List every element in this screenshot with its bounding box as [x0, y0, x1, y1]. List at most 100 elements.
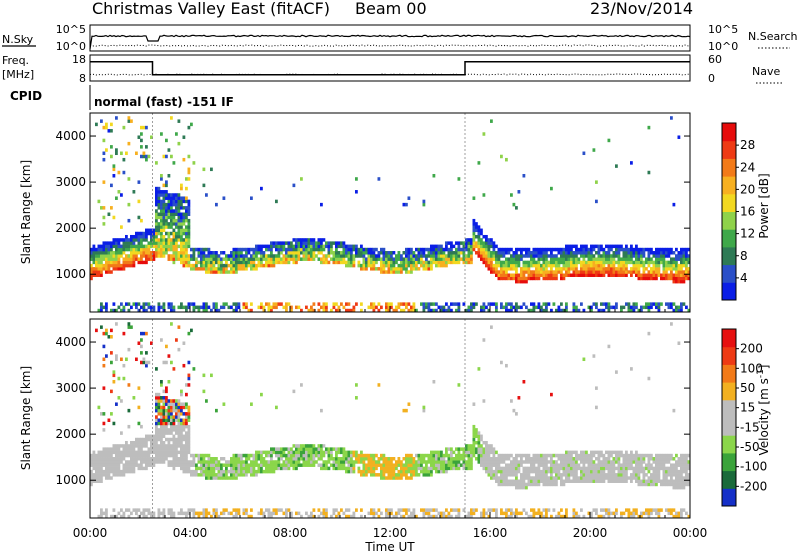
power-cell [505, 157, 508, 162]
velocity-cell [400, 460, 403, 464]
power-cell [540, 257, 543, 261]
velocity-cell [190, 508, 193, 512]
velocity-cell [625, 469, 628, 474]
power-cell [665, 251, 668, 255]
velocity-cell [137, 421, 141, 426]
power-cell [410, 308, 413, 313]
power-cell [207, 251, 211, 255]
power-cell [522, 273, 526, 277]
velocity-cell [175, 405, 178, 410]
velocity-cell [460, 457, 463, 461]
velocity-cell [157, 508, 161, 512]
power-cell [565, 302, 568, 306]
velocity-cell [570, 466, 573, 471]
power-cell [532, 263, 536, 268]
velocity-cell [610, 473, 613, 477]
velocity-cell [157, 405, 161, 410]
velocity-cell [527, 457, 531, 461]
velocity-cell [505, 463, 508, 467]
velocity-cell [232, 466, 236, 471]
velocity-cell [470, 466, 473, 471]
velocity-cell [150, 450, 153, 455]
power-cell [515, 267, 518, 271]
velocity-cell [207, 463, 211, 467]
velocity-cell [540, 457, 543, 461]
velocity-cell [505, 514, 508, 519]
power-cell [600, 302, 603, 306]
power-cell [167, 148, 171, 152]
power-cell [530, 273, 533, 277]
power-cell [325, 244, 328, 249]
power-cell [495, 308, 498, 313]
velocity-cell [597, 473, 601, 477]
power-cell [167, 209, 171, 213]
velocity-cell [495, 463, 498, 467]
power-cell [215, 302, 218, 306]
power-cell [475, 228, 478, 233]
velocity-cell [512, 408, 516, 413]
velocity-cell [170, 408, 173, 413]
velocity-cell [285, 508, 288, 512]
power-cell [657, 305, 661, 310]
power-cell [422, 202, 426, 207]
velocity-cell [432, 460, 436, 464]
velocity-cell [210, 373, 213, 378]
power-cell [520, 276, 523, 281]
power-cell [457, 241, 461, 245]
power-cell [545, 305, 548, 310]
velocity-cell [600, 469, 603, 474]
velocity-cell [350, 466, 353, 471]
power-cell [572, 267, 576, 271]
velocity-cell [247, 453, 251, 458]
power-cell [370, 257, 373, 261]
power-cell [135, 244, 138, 249]
power-cell [535, 247, 538, 252]
power-cell [527, 308, 531, 313]
power-cell [162, 206, 166, 210]
power-cell [470, 247, 473, 252]
velocity-cell [510, 463, 513, 467]
velocity-cell [640, 511, 643, 516]
power-cell [232, 267, 236, 271]
velocity-cell [540, 473, 543, 477]
power-cell [167, 238, 171, 242]
velocity-cell [130, 444, 133, 448]
velocity-cell [457, 457, 461, 461]
power-cell [427, 263, 431, 268]
velocity-cell [260, 508, 263, 512]
power-cell [155, 238, 158, 242]
power-cell [225, 263, 228, 268]
power-cell [190, 263, 193, 268]
power-cell [90, 267, 93, 271]
power-cell [145, 257, 148, 261]
power-cell [257, 257, 261, 261]
power-cell [177, 141, 181, 146]
power-cell [187, 225, 191, 229]
nave-tick-bottom: 0 [708, 72, 715, 85]
velocity-cell [177, 347, 181, 352]
velocity-cell [530, 482, 533, 487]
power-cell [565, 273, 568, 277]
velocity-cell [470, 508, 473, 512]
velocity-cell [322, 444, 326, 448]
velocity-cell [235, 514, 238, 519]
velocity-cell [507, 457, 511, 461]
velocity-cell [395, 463, 398, 467]
power-cell [115, 238, 118, 242]
power-cell [670, 116, 673, 120]
power-cell [120, 247, 123, 252]
velocity-cell [372, 511, 376, 516]
power-cell [360, 251, 363, 255]
velocity-cell [155, 453, 158, 458]
power-cell [440, 257, 443, 261]
power-cell [397, 270, 401, 274]
velocity-cell [137, 341, 141, 345]
power-cell [447, 257, 451, 261]
velocity-cell [147, 447, 151, 451]
power-cell [367, 257, 371, 261]
power-cell [482, 247, 486, 252]
velocity-cell [215, 408, 218, 413]
power-cell [480, 231, 483, 236]
power-cell [677, 267, 681, 271]
power-cell [90, 247, 93, 252]
